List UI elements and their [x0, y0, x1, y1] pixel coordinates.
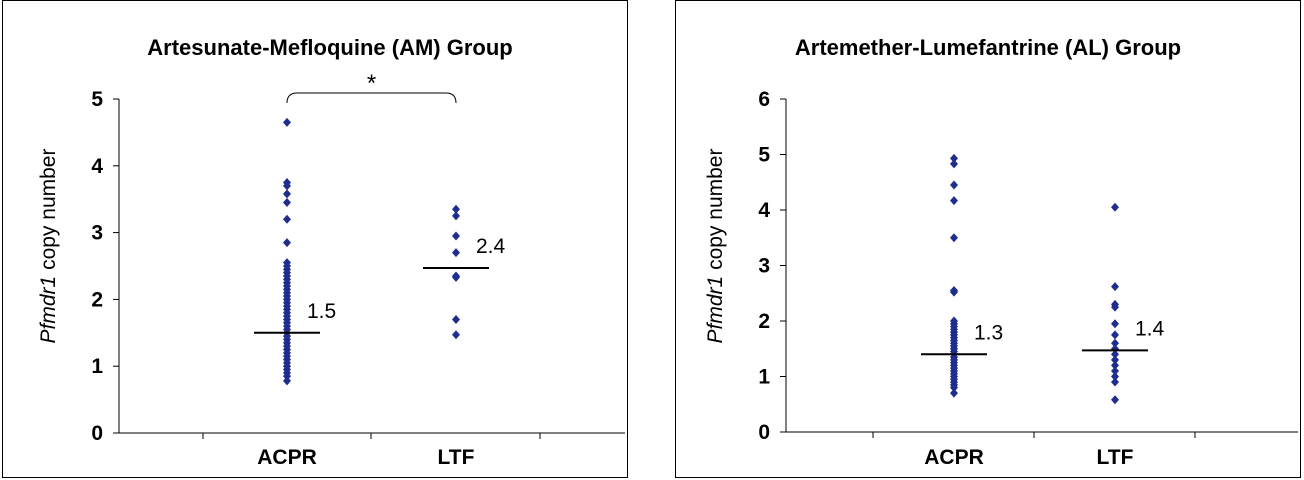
chart-al: Artemether-Lumefantrine (AL) Group Pfmdr… — [704, 35, 1298, 469]
data-point — [283, 376, 291, 386]
y-tick-label: 3 — [758, 255, 770, 278]
data-point — [1111, 302, 1119, 312]
chart-panel-am: Artesunate-Mefloquine (AM) Group Pfmdr1 … — [2, 0, 628, 478]
mean-label: 1.4 — [1135, 317, 1165, 340]
data-point — [452, 231, 460, 241]
y-axis-label-italic: Pfmdr1 — [704, 276, 727, 344]
y-axis-label-rest: copy number — [704, 149, 727, 276]
data-point — [1111, 282, 1119, 292]
y-axis-label: Pfmdr1 copy number — [37, 149, 60, 344]
category-label-acpr: ACPR — [257, 446, 317, 469]
data-point — [950, 383, 958, 393]
data-point — [283, 198, 291, 208]
y-tick-label: 1 — [758, 366, 770, 389]
mean-label: 1.3 — [974, 321, 1003, 344]
significance-marker: * — [367, 70, 376, 97]
y-tick-label: 2 — [91, 288, 103, 311]
data-point — [452, 314, 460, 324]
data-point — [950, 287, 958, 297]
data-point — [283, 214, 291, 224]
chart-am: Artesunate-Mefloquine (AM) Group Pfmdr1 … — [37, 35, 625, 469]
y-axis-label-rest: copy number — [37, 149, 60, 276]
y-tick-label: 4 — [758, 199, 770, 222]
data-point — [950, 233, 958, 243]
y-tick-label: 0 — [91, 422, 103, 445]
data-point — [1111, 395, 1119, 405]
data-point — [1111, 377, 1119, 387]
data-point — [1111, 202, 1119, 212]
data-point — [1111, 330, 1119, 340]
data-point — [950, 388, 958, 398]
data-point — [283, 371, 291, 381]
chart-title: Artesunate-Mefloquine (AM) Group — [147, 35, 512, 60]
data-point — [283, 117, 291, 127]
mean-label: 2.4 — [476, 235, 506, 258]
chart-title: Artemether-Lumefantrine (AL) Group — [795, 35, 1181, 60]
category-label-acpr: ACPR — [924, 446, 984, 469]
data-point — [283, 189, 291, 199]
y-axis-label-italic: Pfmdr1 — [37, 276, 60, 344]
significance-bracket — [286, 92, 457, 104]
y-tick-label: 2 — [758, 310, 770, 333]
data-point — [452, 248, 460, 258]
data-point — [1111, 372, 1119, 381]
data-point — [1111, 360, 1119, 370]
data-point — [1111, 355, 1119, 365]
data-point — [452, 272, 460, 282]
data-point — [452, 204, 460, 214]
y-tick-label: 4 — [91, 155, 103, 178]
y-tick-label: 6 — [758, 88, 770, 111]
category-label-ltf: LTF — [1097, 446, 1134, 469]
data-point — [283, 238, 291, 248]
y-tick-label: 1 — [91, 355, 103, 378]
data-point — [452, 330, 460, 340]
mean-label: 1.5 — [307, 300, 336, 323]
y-tick-label: 5 — [758, 144, 770, 167]
y-tick-label: 0 — [758, 421, 770, 444]
data-point — [950, 196, 958, 206]
data-point — [950, 180, 958, 190]
data-point — [1111, 338, 1119, 348]
y-tick-label: 5 — [91, 88, 103, 111]
y-tick-label: 3 — [91, 222, 103, 245]
plot-area: 0 1 2 3 4 5 6 1.3 1.4 — [758, 88, 1298, 444]
data-point — [283, 181, 291, 191]
data-point — [1111, 319, 1119, 329]
data-point — [950, 153, 958, 163]
category-label-ltf: LTF — [438, 446, 475, 469]
data-point — [452, 211, 460, 221]
data-point — [950, 159, 958, 169]
data-point — [1111, 366, 1119, 376]
y-axis-label: Pfmdr1 copy number — [704, 149, 727, 344]
plot-area: 0 1 2 3 4 5 1.5 2.4 * — [91, 70, 625, 445]
data-point — [1111, 349, 1119, 359]
chart-panel-al: Artemether-Lumefantrine (AL) Group Pfmdr… — [675, 0, 1301, 478]
